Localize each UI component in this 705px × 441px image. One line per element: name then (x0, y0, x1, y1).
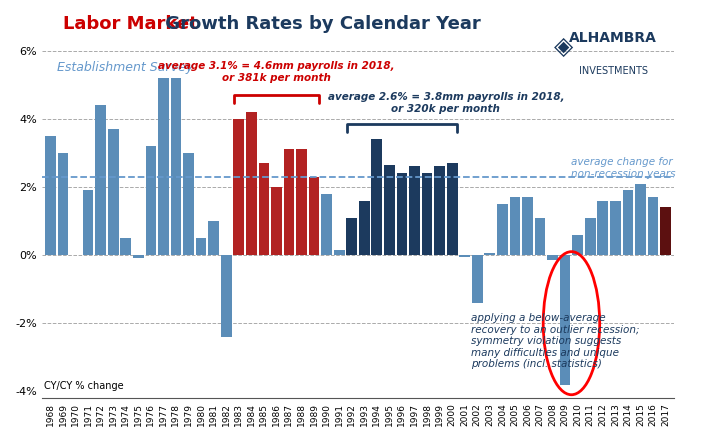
Text: CY/CY % change: CY/CY % change (44, 381, 124, 391)
Bar (585, 217, 596, 255)
Bar (572, 235, 583, 255)
Text: ◈: ◈ (554, 35, 574, 59)
Bar (171, 78, 181, 255)
Bar (460, 255, 470, 257)
Bar (422, 173, 432, 255)
Bar (121, 238, 131, 255)
Text: average change for
non-recession years: average change for non-recession years (572, 157, 676, 179)
Bar (434, 167, 445, 255)
Bar (259, 163, 269, 255)
Text: Labor Market: Labor Market (63, 15, 198, 34)
Bar (359, 201, 369, 255)
Bar (296, 149, 307, 255)
Bar (623, 191, 633, 255)
Bar (58, 153, 68, 255)
Bar (95, 105, 106, 255)
Bar (497, 204, 508, 255)
Bar (233, 119, 244, 255)
Text: Establishment Survey: Establishment Survey (56, 61, 192, 74)
Bar (158, 78, 168, 255)
Bar (598, 201, 608, 255)
Bar (397, 173, 407, 255)
Bar (560, 255, 570, 385)
Bar (196, 238, 207, 255)
Text: INVESTMENTS: INVESTMENTS (579, 66, 648, 76)
Text: Growth Rates by Calendar Year: Growth Rates by Calendar Year (159, 15, 480, 34)
Bar (309, 177, 319, 255)
Text: applying a below-average
recovery to an outlier recession;
symmetry violation su: applying a below-average recovery to an … (471, 313, 639, 370)
Bar (334, 250, 345, 255)
Bar (283, 149, 294, 255)
Bar (534, 217, 546, 255)
Bar (635, 183, 646, 255)
Bar (145, 146, 157, 255)
Bar (346, 217, 357, 255)
Bar (484, 253, 495, 255)
Bar (472, 255, 483, 303)
Bar (648, 197, 658, 255)
Bar (133, 255, 144, 258)
Bar (183, 153, 194, 255)
Bar (547, 255, 558, 260)
Bar (610, 201, 620, 255)
Bar (208, 221, 219, 255)
Bar (384, 165, 395, 255)
Bar (271, 187, 282, 255)
Text: ALHAMBRA: ALHAMBRA (570, 31, 657, 45)
Bar (661, 207, 671, 255)
Bar (321, 194, 332, 255)
Bar (45, 136, 56, 255)
Text: average 2.6% = 3.8mm payrolls in 2018,
or 320k per month: average 2.6% = 3.8mm payrolls in 2018, o… (328, 92, 564, 114)
Bar (108, 129, 118, 255)
Bar (221, 255, 231, 337)
Bar (522, 197, 533, 255)
Bar (82, 191, 93, 255)
Bar (447, 163, 458, 255)
Text: average 3.1% = 4.6mm payrolls in 2018,
or 381k per month: average 3.1% = 4.6mm payrolls in 2018, o… (158, 61, 395, 83)
Bar (510, 197, 520, 255)
Bar (246, 112, 257, 255)
Bar (372, 139, 382, 255)
Bar (409, 167, 420, 255)
